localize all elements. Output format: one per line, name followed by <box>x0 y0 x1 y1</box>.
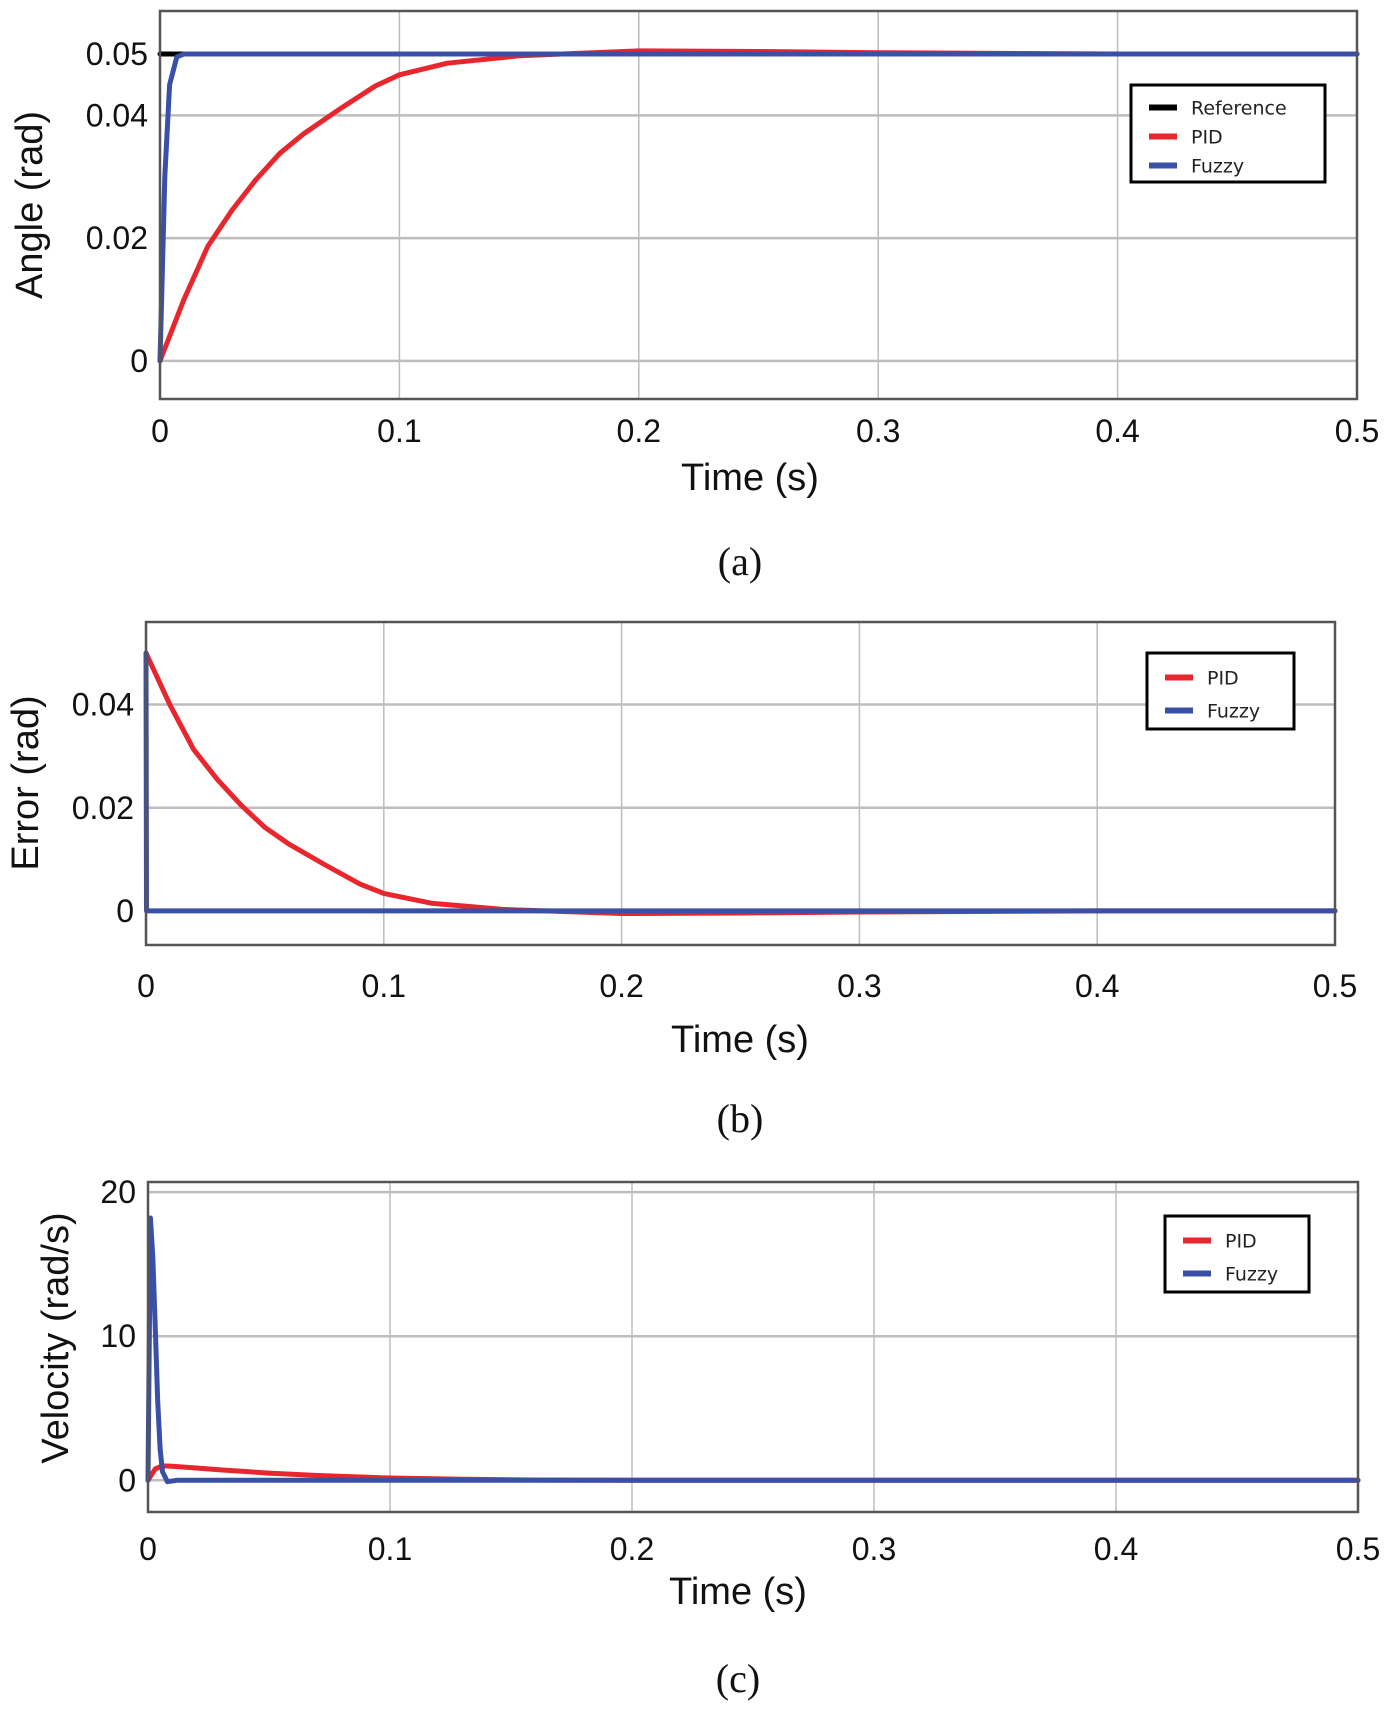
legend-label-pid: PID <box>1207 668 1239 690</box>
x-tick-label: 0.1 <box>368 1531 412 1567</box>
x-tick-label: 0 <box>151 413 169 449</box>
x-tick-label: 0.1 <box>377 413 421 449</box>
panel-b: Time (s) Error (rad) (b) <box>5 695 809 1141</box>
plot-area <box>146 622 1335 945</box>
y-tick-label: 0.04 <box>86 97 148 133</box>
legend-label-reference: Reference <box>1191 98 1287 120</box>
y-tick-label: 0 <box>130 343 148 379</box>
plot-frame <box>158 9 1359 401</box>
x-tick-label: 0.3 <box>837 968 881 1004</box>
panel-a: Time (s) Angle (rad) (a) <box>9 111 819 584</box>
panel-a-caption: (a) <box>718 539 762 584</box>
legend: Reference PID Fuzzy <box>1129 83 1327 184</box>
legend-label-fuzzy: Fuzzy <box>1207 701 1260 723</box>
plot-2: 0 0.1 0.2 0.3 0.4 0.5 0 10 20 PID Fuzzy <box>100 1174 1380 1567</box>
y-tick-label: 0.02 <box>86 220 148 256</box>
x-tick-label: 0.2 <box>610 1531 654 1567</box>
y-tick-label: 20 <box>100 1174 136 1210</box>
legend-label-fuzzy: Fuzzy <box>1191 156 1244 178</box>
panel-a-ylabel: Angle (rad) <box>9 111 51 299</box>
x-tick-label: 0.1 <box>362 968 406 1004</box>
plot-0: 0 0.1 0.2 0.3 0.4 0.5 0 0.02 0.04 0.05 Reference PI… <box>86 9 1379 449</box>
legend-box <box>1163 1214 1311 1294</box>
plot-area <box>148 1182 1358 1512</box>
panel-c-caption: (c) <box>716 1656 760 1701</box>
x-tick-label: 0.4 <box>1075 968 1119 1004</box>
legend-label-fuzzy: Fuzzy <box>1225 1264 1278 1286</box>
y-tick-label: 0 <box>116 893 134 929</box>
x-tick-label: 0.5 <box>1335 413 1379 449</box>
y-tick-label: 0.05 <box>86 36 148 72</box>
panel-c-xlabel: Time (s) <box>669 1571 807 1613</box>
y-tick-label: 0.04 <box>72 687 134 723</box>
x-tick-label: 0.2 <box>599 968 643 1004</box>
panel-b-ylabel: Error (rad) <box>5 695 47 870</box>
x-tick-label: 0.3 <box>852 1531 896 1567</box>
plot-frame <box>146 1180 1360 1514</box>
x-tick-label: 0.3 <box>856 413 900 449</box>
legend-box <box>1145 651 1296 731</box>
y-tick-label: 0 <box>118 1462 136 1498</box>
x-tick-label: 0 <box>139 1531 157 1567</box>
panel-c-ylabel: Velocity (rad/s) <box>35 1212 77 1463</box>
panel-c: Time (s) Velocity (rad/s) (c) <box>35 1212 807 1701</box>
plot-frame <box>144 620 1337 947</box>
x-tick-label: 0.5 <box>1336 1531 1380 1567</box>
legend: PID Fuzzy <box>1163 1214 1311 1294</box>
x-tick-label: 0 <box>137 968 155 1004</box>
panel-a-xlabel: Time (s) <box>681 457 819 499</box>
plot-area <box>160 11 1357 399</box>
y-tick-label: 0.02 <box>72 790 134 826</box>
x-tick-label: 0.2 <box>617 413 661 449</box>
x-tick-label: 0.4 <box>1095 413 1139 449</box>
plot-1: 0 0.1 0.2 0.3 0.4 0.5 0 0.02 0.04 PID Fuzzy <box>72 620 1357 1004</box>
panel-b-xlabel: Time (s) <box>671 1019 809 1061</box>
legend-label-pid: PID <box>1225 1231 1257 1253</box>
legend: PID Fuzzy <box>1145 651 1296 731</box>
series-line-fuzzy <box>157 51 1360 364</box>
x-tick-label: 0.5 <box>1313 968 1357 1004</box>
y-tick-label: 10 <box>100 1318 136 1354</box>
series-line-fuzzy <box>145 1215 1361 1485</box>
x-tick-label: 0.4 <box>1094 1531 1138 1567</box>
legend-label-pid: PID <box>1191 127 1223 149</box>
panel-b-caption: (b) <box>717 1096 764 1141</box>
